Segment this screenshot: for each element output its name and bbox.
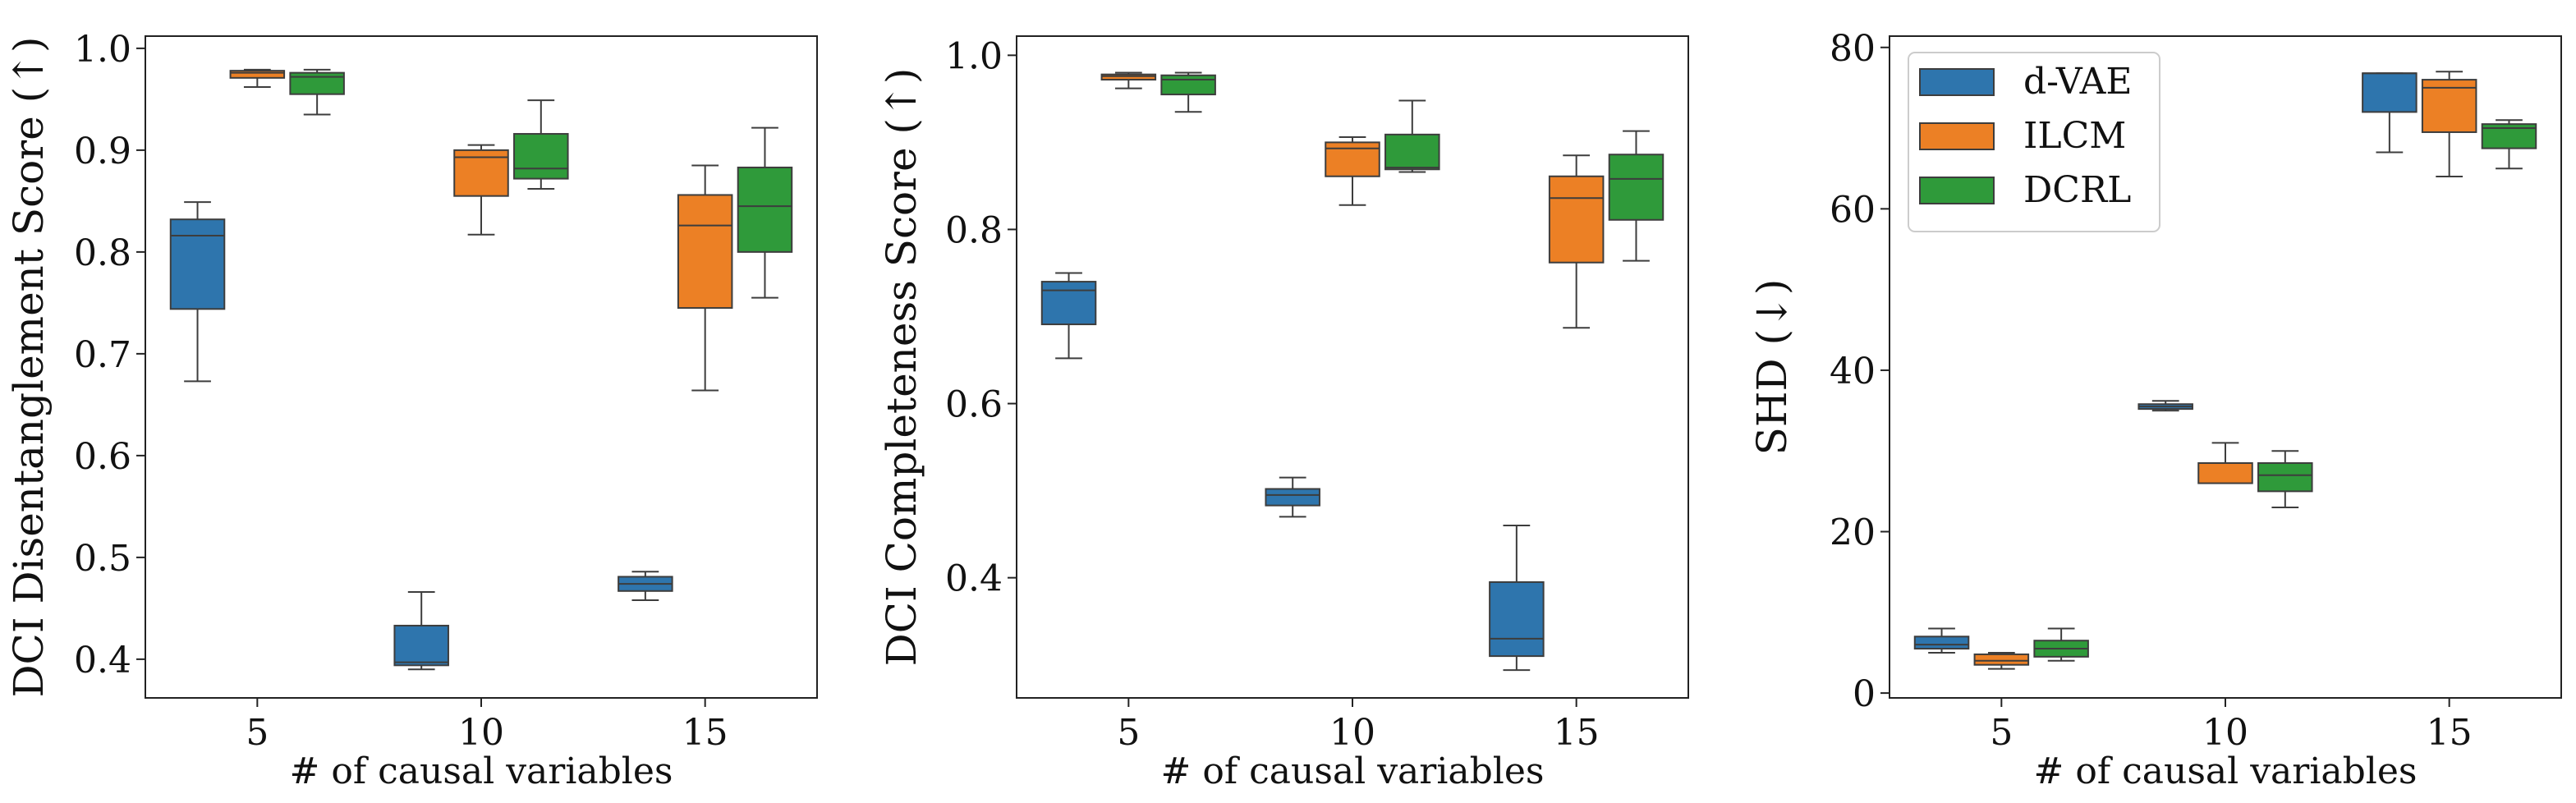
box-dcrl-10 <box>1384 99 1440 173</box>
y-tick-label: 60 <box>1830 189 1876 231</box>
box-d-vae-15 <box>2362 72 2418 154</box>
box-body <box>1489 580 1545 658</box>
x-tick-label: 5 <box>246 712 269 754</box>
box-d-vae-10 <box>1265 476 1320 518</box>
x-tick-label: 10 <box>1329 712 1375 754</box>
box-body <box>737 166 793 253</box>
box-ilcm-10 <box>1325 136 1380 206</box>
box-body <box>1384 133 1440 171</box>
box-body <box>289 71 345 95</box>
box-d-vae-10 <box>2137 400 2193 412</box>
x-tick-label: 15 <box>1554 712 1600 754</box>
y-axis-label: DCI Disentanglement Score (↑) <box>5 36 53 697</box>
y-tick-label: 0.9 <box>74 131 131 172</box>
x-tick-label: 5 <box>1117 712 1140 754</box>
x-tick-label: 15 <box>682 712 728 754</box>
y-axis-label: DCI Completeness Score (↑) <box>878 68 925 667</box>
box-ilcm-5 <box>1973 651 2030 670</box>
x-axis-label: # of causal variables <box>2034 750 2418 792</box>
box-body <box>1265 488 1320 507</box>
y-tick-label: 0.7 <box>74 334 131 376</box>
chart-panel-1: 0.4 0.5 0.6 0.7 0.8 0.9 1.0 5 10 15# of causal va… <box>5 29 818 792</box>
box-ilcm-15 <box>1548 154 1605 329</box>
y-tick-label: 1.0 <box>74 29 131 71</box>
plot-frame <box>1016 35 1689 699</box>
box-body <box>1973 653 2030 666</box>
legend-label-d-vae: d-VAE <box>2023 61 2133 103</box>
legend-label-dcrl: DCRL <box>2023 169 2131 211</box>
box-d-vae-15 <box>1489 525 1545 672</box>
plot-frame <box>1889 35 2562 699</box>
x-tick-label: 10 <box>2202 712 2248 754</box>
chart-panel-3: 0 20 40 60 80 5 10 15# of causal variables SHD (… <box>1748 28 2562 792</box>
legend: d-VAE ILCM DCRL <box>1908 52 2160 232</box>
chart-panel-2: 0.4 0.6 0.8 1.0 5 10 15# of causal variables DC… <box>878 35 1689 792</box>
legend-swatch-dcrl <box>1919 177 1995 204</box>
x-tick-label: 10 <box>458 712 504 754</box>
legend-swatch-ilcm <box>1919 122 1995 150</box>
y-tick-label: 0.8 <box>74 232 131 274</box>
y-tick-label: 0.8 <box>945 209 1003 251</box>
x-axis-label: # of causal variables <box>1161 750 1545 792</box>
box-d-vae-10 <box>393 591 449 671</box>
y-tick-label: 0.4 <box>945 558 1003 600</box>
box-body <box>169 218 226 310</box>
box-body <box>393 624 449 667</box>
box-ilcm-15 <box>677 164 733 392</box>
box-dcrl-5 <box>2033 627 2089 662</box>
box-dcrl-15 <box>1608 130 1665 262</box>
x-tick-label: 5 <box>1990 712 2013 754</box>
box-body <box>1160 74 1216 96</box>
box-dcrl-15 <box>2481 119 2537 170</box>
box-d-vae-15 <box>618 571 673 601</box>
y-tick-label: 40 <box>1830 351 1876 392</box>
box-body <box>1325 141 1380 177</box>
y-tick-label: 0.6 <box>74 436 131 478</box>
y-tick-label: 1.0 <box>945 35 1003 77</box>
box-dcrl-10 <box>2257 450 2313 509</box>
y-tick-label: 0.5 <box>74 538 131 580</box>
box-body <box>2197 461 2253 484</box>
box-body <box>2257 461 2313 493</box>
box-body <box>229 70 286 79</box>
legend-swatch-d-vae <box>1919 68 1995 96</box>
y-axis-label: SHD (↓) <box>1748 279 1796 456</box>
box-body <box>677 194 733 310</box>
y-tick-label: 20 <box>1830 512 1876 554</box>
x-axis-label: # of causal variables <box>290 750 673 792</box>
box-body <box>513 133 569 180</box>
box-dcrl-5 <box>289 68 345 116</box>
box-d-vae-5 <box>169 201 226 383</box>
box-d-vae-5 <box>1913 627 1970 654</box>
box-body <box>1040 281 1097 326</box>
y-tick-label: 0 <box>1853 673 1876 715</box>
box-d-vae-5 <box>1040 272 1097 360</box>
box-dcrl-10 <box>513 99 569 190</box>
box-body <box>2362 72 2418 113</box>
box-body <box>1100 73 1157 81</box>
x-tick-label: 15 <box>2427 712 2473 754</box>
y-tick-label: 0.4 <box>74 640 131 681</box>
box-body <box>1608 154 1665 221</box>
box-body <box>1548 175 1605 264</box>
box-dcrl-15 <box>737 126 793 299</box>
box-ilcm-10 <box>2197 442 2253 484</box>
plot-frame <box>145 35 818 699</box>
y-tick-label: 80 <box>1830 28 1876 70</box>
legend-label-ilcm: ILCM <box>2023 115 2126 157</box>
y-tick-label: 0.6 <box>945 384 1003 426</box>
box-ilcm-5 <box>229 68 286 88</box>
box-ilcm-10 <box>453 144 509 236</box>
box-ilcm-15 <box>2421 71 2477 178</box>
box-dcrl-5 <box>1160 71 1216 113</box>
box-ilcm-5 <box>1100 71 1157 89</box>
box-body <box>1913 636 1970 650</box>
